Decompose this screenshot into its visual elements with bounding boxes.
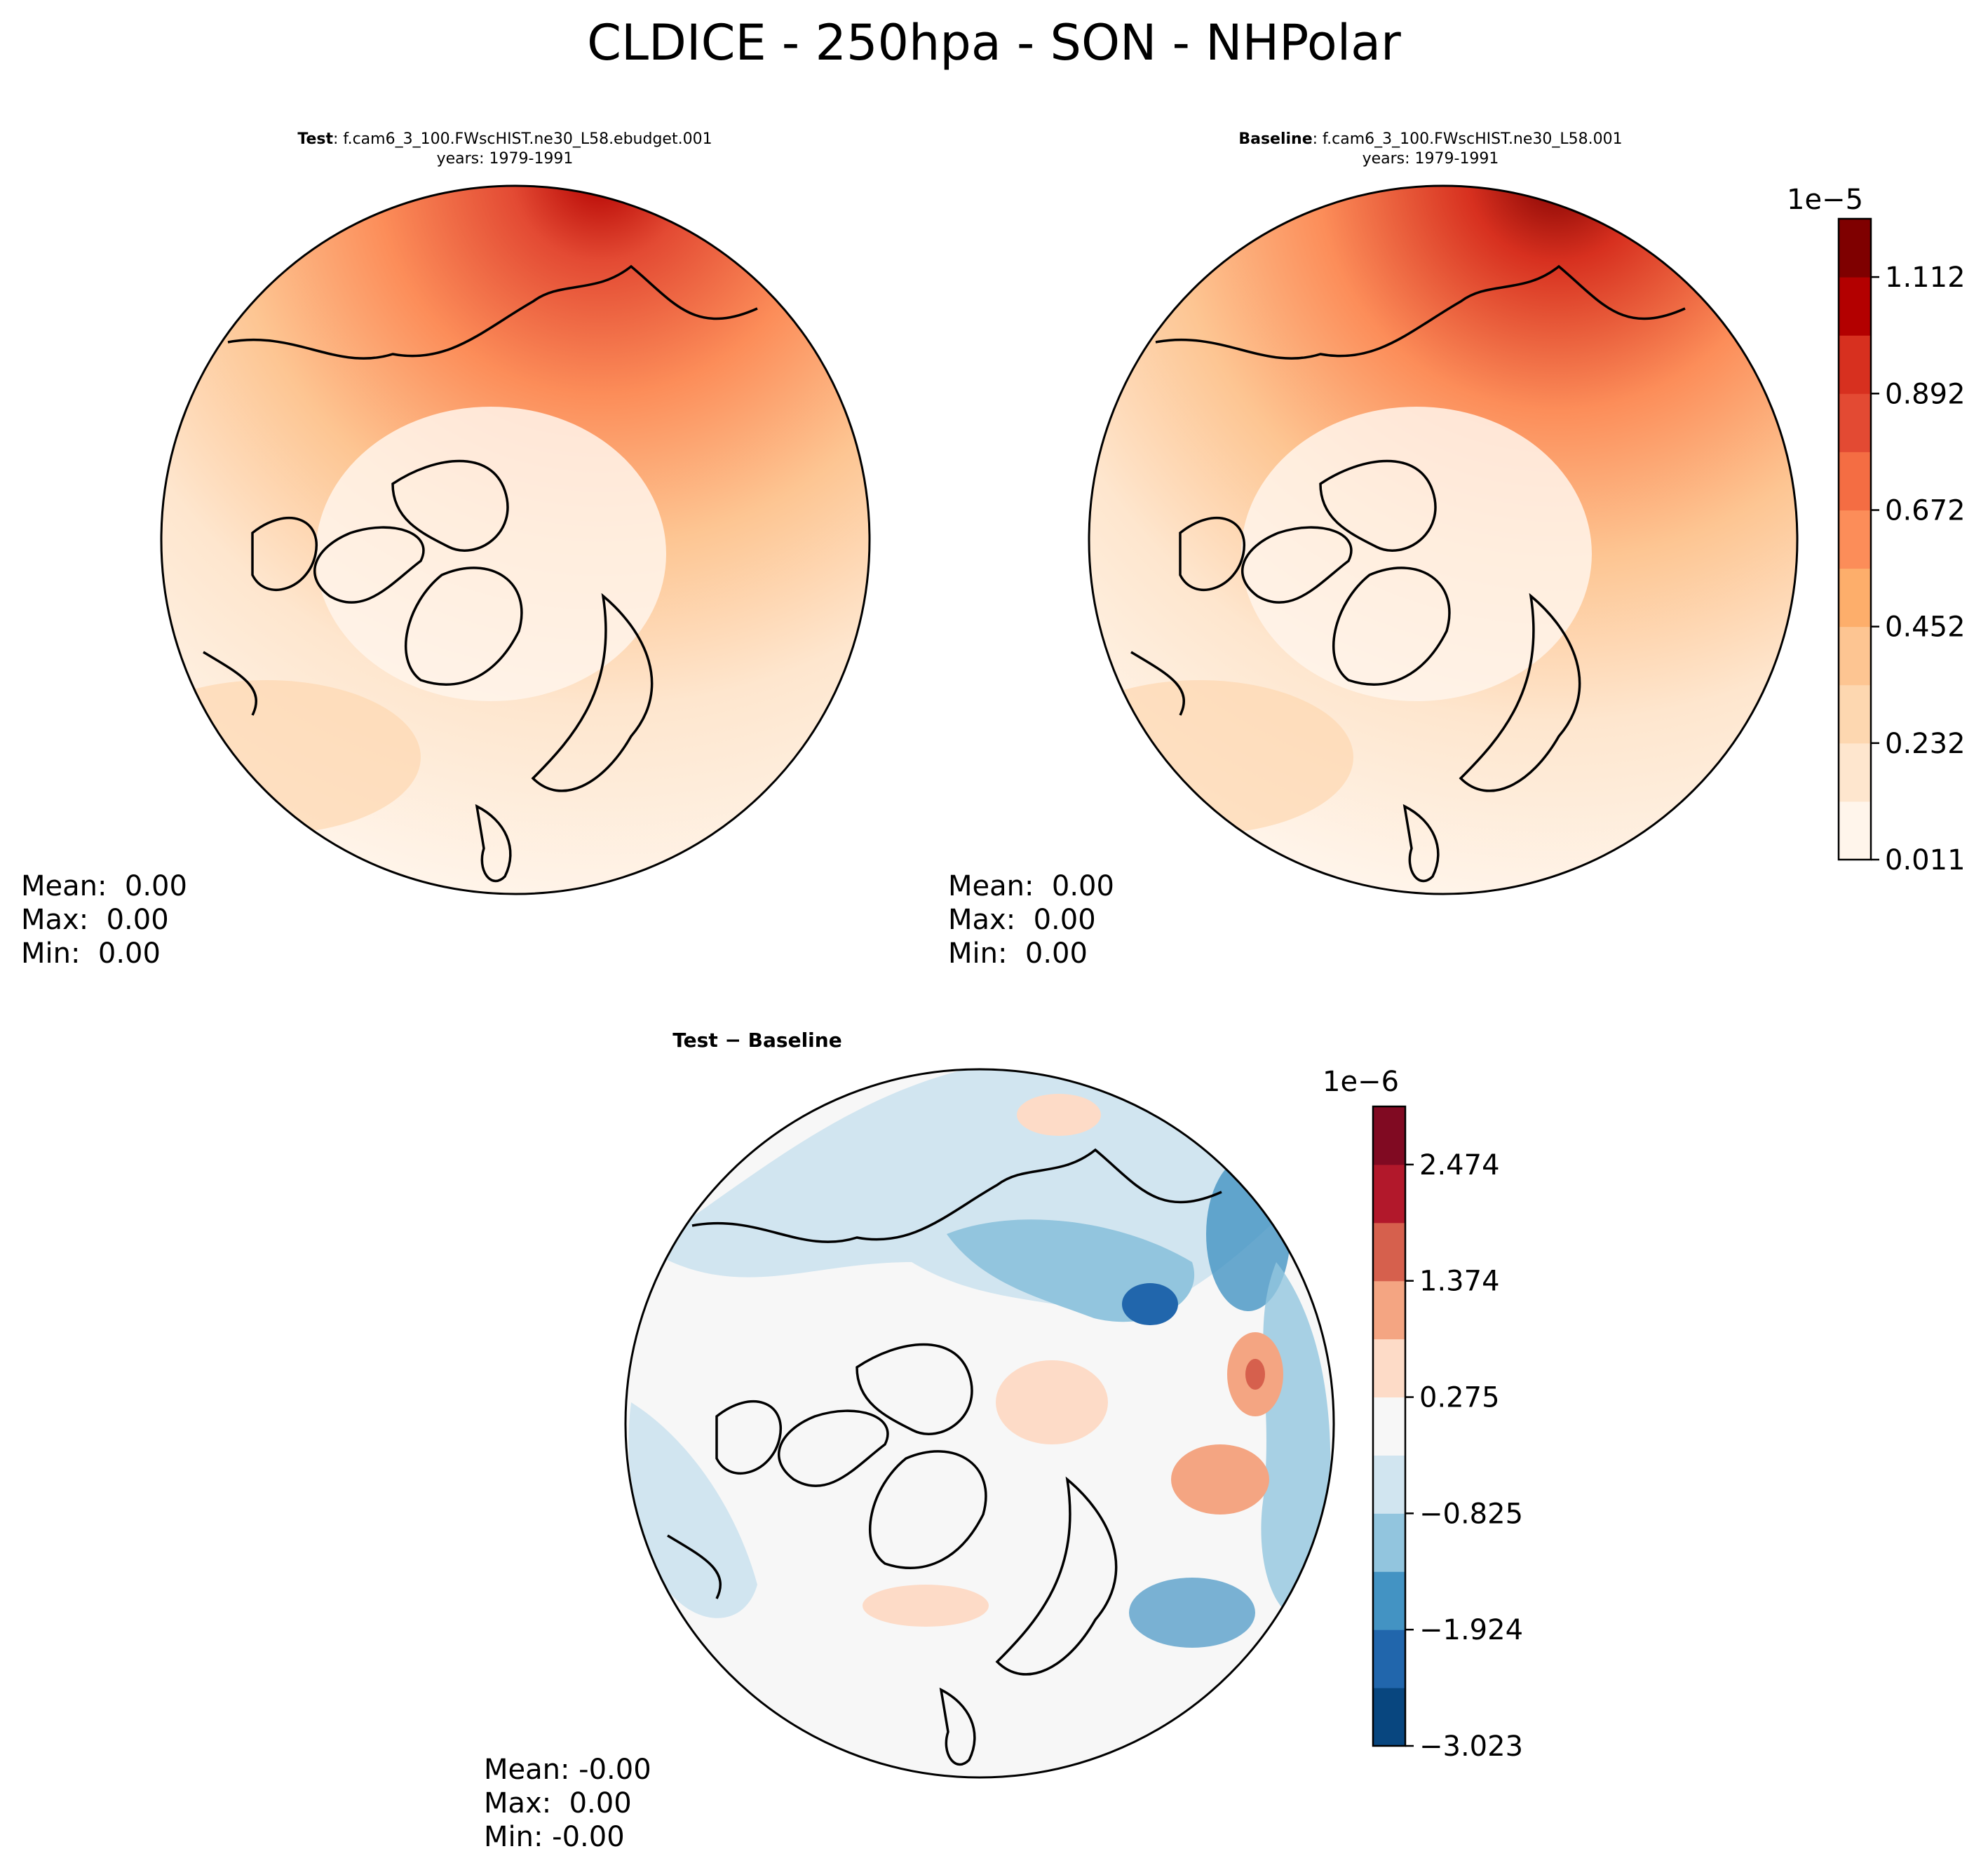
- colorbar-top-level-1: [1839, 743, 1871, 802]
- baseline-mean: Mean: 0.00: [948, 870, 1114, 902]
- colorbar-top-level-2: [1839, 684, 1871, 744]
- colorbar-diff-level-2: [1373, 1571, 1405, 1630]
- baseline-panel-title: Baseline: f.cam6_3_100.FWscHIST.ne30_L58…: [1094, 130, 1767, 169]
- diff-min: Min: -0.00: [484, 1821, 625, 1853]
- baseline-map-border: [1088, 184, 1799, 895]
- test-stats: Mean: 0.00 Max: 0.00 Min: 0.00: [21, 869, 187, 970]
- diff-blue-southeast: [1129, 1578, 1255, 1648]
- test-years: years: 1979-1991: [436, 150, 574, 168]
- baseline-min: Min: 0.00: [948, 937, 1088, 970]
- colorbar-diff-border: [1372, 1105, 1407, 1747]
- diff-red-southwest: [863, 1585, 989, 1627]
- diff-red-center: [996, 1360, 1108, 1444]
- diff-stats: Mean: -0.00 Max: 0.00 Min: -0.00: [484, 1753, 651, 1854]
- colorbar-top-level-9: [1839, 277, 1871, 336]
- colorbar-diff-level-0: [1373, 1688, 1405, 1747]
- diff-max: Max: 0.00: [484, 1787, 632, 1820]
- diff-blue-west: [628, 1402, 757, 1618]
- diff-mean: Mean: -0.00: [484, 1754, 651, 1786]
- colorbar-diff-level-6: [1373, 1339, 1405, 1398]
- colorbar-top-level-8: [1839, 335, 1871, 394]
- test-title-bold: Test: [297, 130, 334, 148]
- diff-blue-minimum: [1122, 1283, 1178, 1325]
- colorbar-top-border: [1837, 217, 1872, 861]
- colorbar-top-tick-label: 0.011: [1885, 844, 1966, 876]
- colorbar-diff-level-5: [1373, 1397, 1405, 1456]
- colorbar-diff-level-8: [1373, 1222, 1405, 1282]
- colorbar-exponent-top: 1e−5: [1787, 184, 1864, 216]
- colorbar-top-level-10: [1839, 219, 1871, 278]
- colorbar-diff-level-9: [1373, 1164, 1405, 1224]
- colorbar-top-level-3: [1839, 626, 1871, 686]
- diff-coastlines: [667, 1148, 1222, 1766]
- colorbar-top-level-6: [1839, 452, 1871, 510]
- diff-red-north: [1017, 1094, 1101, 1136]
- diff-blue-east-edge: [1261, 1262, 1331, 1618]
- colorbar-top-level-4: [1839, 568, 1871, 628]
- colorbar-diff-level-1: [1373, 1630, 1405, 1688]
- colorbar-top-tick-label: 0.672: [1885, 494, 1966, 527]
- colorbar-diff-level-3: [1373, 1513, 1405, 1572]
- diff-map: [624, 1068, 1335, 1779]
- colorbar-diff-level-4: [1373, 1455, 1405, 1514]
- colorbar-top-tick-label: 0.232: [1885, 728, 1966, 760]
- test-map: [160, 184, 871, 895]
- test-max: Max: 0.00: [21, 904, 169, 936]
- baseline-title-bold: Baseline: [1238, 130, 1313, 148]
- colorbar-diff-tick-label: 2.474: [1419, 1149, 1500, 1181]
- baseline-title-rest: : f.cam6_3_100.FWscHIST.ne30_L58.001: [1312, 130, 1623, 148]
- baseline-max: Max: 0.00: [948, 904, 1096, 936]
- figure-title: CLDICE - 250hpa - SON - NHPolar: [587, 14, 1401, 72]
- baseline-sw-band: [1089, 680, 1353, 834]
- diff-panel-title: Test − Baseline: [561, 1031, 954, 1050]
- colorbar-top-tick-label: 1.112: [1885, 262, 1966, 294]
- colorbar-top-tick-label: 0.892: [1885, 378, 1966, 410]
- colorbar-diff-tick-label: −1.924: [1419, 1614, 1523, 1646]
- diff-map-border: [624, 1068, 1335, 1779]
- test-min: Min: 0.00: [21, 937, 161, 970]
- test-sw-band: [161, 680, 421, 834]
- colorbar-top-level-0: [1839, 801, 1871, 860]
- diff-title-bold: Test − Baseline: [672, 1029, 842, 1052]
- diff-red-east-1: [1171, 1444, 1269, 1515]
- colorbar-top-level-5: [1839, 510, 1871, 569]
- diff-red-east-max: [1245, 1359, 1265, 1390]
- baseline-map: [1088, 184, 1799, 895]
- test-panel-title: Test: f.cam6_3_100.FWscHIST.ne30_L58.ebu…: [168, 130, 841, 169]
- baseline-years: years: 1979-1991: [1362, 150, 1499, 168]
- colorbar-diff-tick-label: −0.825: [1419, 1498, 1523, 1530]
- colorbar-diff-tick-label: −3.023: [1419, 1730, 1523, 1763]
- colorbar-top-level-7: [1839, 393, 1871, 452]
- baseline-low-region: [1241, 407, 1592, 701]
- colorbar-diff-level-10: [1373, 1106, 1405, 1165]
- test-low-region: [316, 407, 666, 701]
- colorbar-diff: −3.023 −1.924 −0.825 0.275 1.374 2.474: [1372, 1105, 1523, 1763]
- colorbar-top: 0.011 0.232 0.452 0.672 0.892 1.112: [1837, 217, 1966, 876]
- baseline-coastlines: [1130, 264, 1686, 883]
- test-coastlines: [203, 264, 758, 883]
- test-title-rest: : f.cam6_3_100.FWscHIST.ne30_L58.ebudget…: [333, 130, 712, 148]
- colorbar-diff-tick-label: 0.275: [1419, 1382, 1500, 1414]
- colorbar-exponent-diff: 1e−6: [1323, 1066, 1400, 1098]
- test-mean: Mean: 0.00: [21, 870, 187, 902]
- baseline-stats: Mean: 0.00 Max: 0.00 Min: 0.00: [948, 869, 1114, 970]
- colorbar-top-tick-label: 0.452: [1885, 611, 1966, 644]
- test-map-border: [160, 184, 871, 895]
- colorbar-diff-level-7: [1373, 1280, 1405, 1340]
- colorbar-diff-tick-label: 1.374: [1419, 1266, 1500, 1298]
